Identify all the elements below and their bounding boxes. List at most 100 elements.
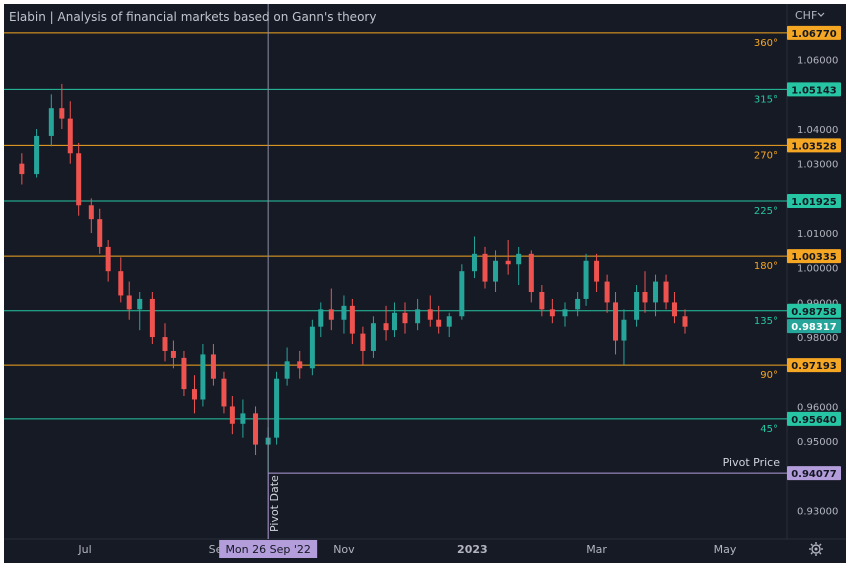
price-tag-bg	[787, 82, 841, 97]
pivot-date-label: Pivot Date	[268, 475, 281, 532]
candle-body	[170, 350, 176, 358]
candle-body	[539, 291, 545, 310]
y-tick-label: 1.00000	[797, 264, 838, 275]
gann-angle-label: 315°	[754, 94, 778, 105]
y-tick-label: 1.04000	[797, 125, 838, 136]
candle-body	[436, 319, 442, 327]
candle-body	[118, 271, 124, 296]
candle-body	[459, 271, 465, 317]
candle-body	[137, 298, 143, 310]
candle-body	[210, 354, 216, 379]
candle-body	[621, 319, 627, 341]
candle-body	[613, 302, 619, 341]
candle-body	[97, 219, 103, 247]
candle-body	[309, 326, 315, 369]
settings-gear-icon[interactable]	[809, 542, 823, 556]
y-tick-label: 0.95000	[797, 437, 838, 448]
price-tag-label: 0.97193	[791, 361, 837, 372]
candle-body	[297, 361, 303, 369]
gann-angle-label: 45°	[760, 424, 778, 435]
candle-body	[328, 309, 334, 320]
candle-body	[19, 163, 25, 175]
price-tag-bg	[787, 358, 841, 373]
candle-body	[402, 312, 408, 324]
y-tick-label: 0.98000	[797, 333, 838, 344]
candle-body	[415, 309, 421, 324]
candle-body	[105, 246, 111, 272]
price-tag-bg	[787, 193, 841, 208]
pivot-price-tag-label: 0.94077	[791, 469, 837, 480]
candle-body	[575, 298, 581, 310]
price-tag-bg	[787, 303, 841, 318]
candle-body	[383, 323, 389, 331]
candle-body	[59, 108, 65, 119]
price-tag-label: 1.06770	[791, 29, 837, 40]
y-tick-label: 1.01000	[797, 229, 838, 240]
y-tick-label: 1.03000	[797, 160, 838, 171]
candle-body	[162, 337, 168, 351]
candle-body	[446, 316, 452, 327]
chevron-down-icon[interactable]	[817, 12, 825, 17]
x-tick-label: Jul	[77, 543, 91, 556]
candle-body	[48, 108, 54, 136]
last-price-tag-bg	[787, 319, 841, 334]
price-tag-bg	[787, 411, 841, 426]
price-tag-label: 0.98758	[791, 307, 837, 318]
candle-body	[191, 389, 197, 400]
candle-body	[604, 281, 610, 303]
candle-body	[549, 309, 555, 317]
gann-angle-label: 135°	[754, 316, 778, 327]
candle-body	[471, 253, 477, 272]
x-tick-label: Se	[209, 543, 223, 556]
price-tag-bg	[787, 249, 841, 264]
candle-body	[229, 406, 235, 424]
candle-body	[583, 260, 589, 299]
candle-body	[562, 309, 568, 317]
candle-body	[642, 291, 648, 303]
pivot-price-tag-bg	[787, 466, 841, 481]
candle-body	[360, 333, 366, 351]
candle-body	[88, 205, 94, 220]
x-tick-label: Mar	[586, 543, 607, 556]
currency-selector[interactable]: CHF	[795, 9, 817, 22]
price-tag-label: 1.03528	[791, 141, 837, 152]
x-tick-label: May	[714, 543, 737, 556]
candle-body	[149, 298, 155, 338]
candle-body	[318, 309, 324, 327]
candle-body	[349, 305, 355, 334]
gann-angle-label: 90°	[760, 370, 778, 381]
pivot-date-tag-bg	[219, 540, 318, 558]
price-tag-label: 1.00335	[791, 252, 837, 263]
candle-body	[663, 281, 669, 303]
candle-body	[505, 260, 511, 265]
candle-body	[200, 354, 206, 400]
price-tag-bg	[787, 138, 841, 153]
candle-body	[528, 253, 534, 292]
candle-body	[493, 260, 499, 282]
candle-body	[126, 295, 132, 310]
chart-title: Elabin | Analysis of financial markets b…	[9, 10, 376, 24]
candles	[19, 83, 688, 474]
candle-body	[671, 302, 677, 317]
y-tick-label: 1.06000	[797, 56, 838, 67]
gann-angle-label: 180°	[754, 261, 778, 272]
candle-body	[240, 413, 246, 424]
candle-body	[67, 118, 73, 154]
candle-body	[221, 378, 227, 407]
candle-body	[370, 323, 376, 351]
candle-body	[653, 281, 659, 303]
candle-body	[427, 309, 433, 320]
candle-body	[284, 361, 290, 379]
pivot-date-tag-label: Mon 26 Sep '22	[225, 543, 310, 556]
candle-body	[76, 153, 82, 206]
candle-body	[391, 312, 397, 331]
candle-body	[274, 378, 280, 438]
candle-body	[34, 135, 40, 175]
pivot-price-label: Pivot Price	[723, 456, 781, 469]
price-tag-label: 1.01925	[791, 197, 837, 208]
x-tick-label: 2023	[457, 543, 488, 556]
gann-angle-label: 225°	[754, 206, 778, 217]
price-tag-bg	[787, 25, 841, 40]
